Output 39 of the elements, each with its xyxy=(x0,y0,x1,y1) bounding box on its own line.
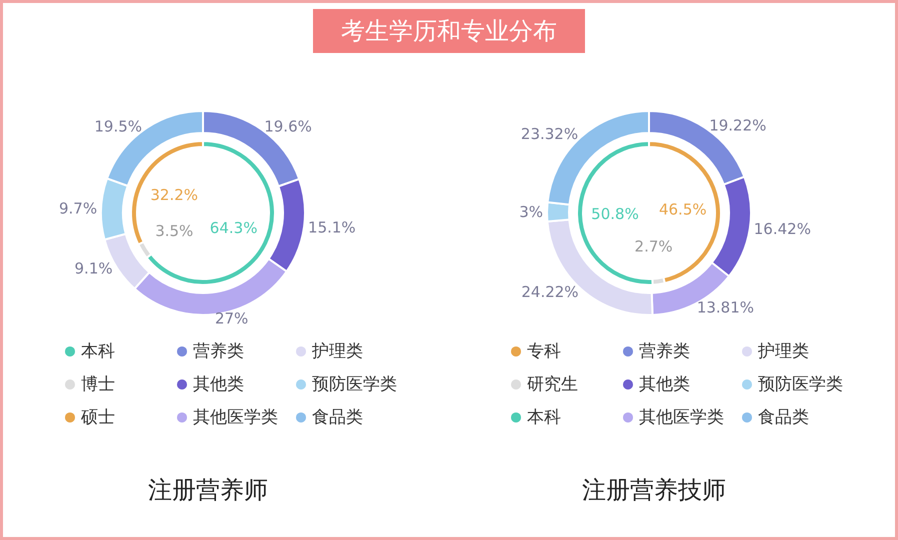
data-label: 23.32% xyxy=(520,125,578,144)
data-label: 9.7% xyxy=(58,200,98,218)
legend-label: 专科 xyxy=(527,342,561,362)
legend-label: 其他医学类 xyxy=(193,408,278,428)
legend-label: 其他类 xyxy=(639,374,690,394)
legend-label: 博士 xyxy=(81,374,115,394)
data-label: 19.22% xyxy=(709,116,766,135)
legend-label: 本科 xyxy=(81,342,115,362)
data-label: 2.7% xyxy=(634,238,673,256)
legend-label: 护理类 xyxy=(311,342,363,362)
data-label: 15.1% xyxy=(308,218,356,236)
text: 注册营养师 xyxy=(148,476,268,504)
data-label: 24.22% xyxy=(521,283,579,302)
legend-label: 其他医学类 xyxy=(639,408,724,428)
data-label: 32.2% xyxy=(150,186,198,204)
data-label: 19.5% xyxy=(94,117,142,136)
data-label: 3.5% xyxy=(155,222,194,240)
legend-label: 硕士 xyxy=(80,408,115,428)
legend-label: 研究生 xyxy=(527,374,578,394)
text: 注册营养技师 xyxy=(582,476,726,504)
legend-label: 预防医学类 xyxy=(312,374,397,394)
legend-label: 食品类 xyxy=(758,408,809,428)
legend-label: 本科 xyxy=(527,408,561,428)
legend-label: 营养类 xyxy=(193,342,244,362)
legend-label: 食品类 xyxy=(312,408,363,428)
data-label: 3% xyxy=(519,202,544,221)
data-label: 16.42% xyxy=(754,220,811,238)
legend-label: 预防医学类 xyxy=(758,374,843,394)
data-label: 46.5% xyxy=(658,200,707,218)
data-label: 9.1% xyxy=(74,259,113,278)
legend-label: 其他类 xyxy=(193,374,244,394)
text: 考生学历和专业分布 xyxy=(313,9,585,53)
data-label: 27% xyxy=(214,309,248,328)
data-label: 50.8% xyxy=(591,204,639,223)
legend-label: 护理类 xyxy=(757,342,809,362)
data-label: 64.3% xyxy=(210,218,258,237)
data-label: 13.81% xyxy=(696,298,754,317)
data-label: 19.6% xyxy=(264,117,312,136)
legend-label: 营养类 xyxy=(639,342,690,362)
